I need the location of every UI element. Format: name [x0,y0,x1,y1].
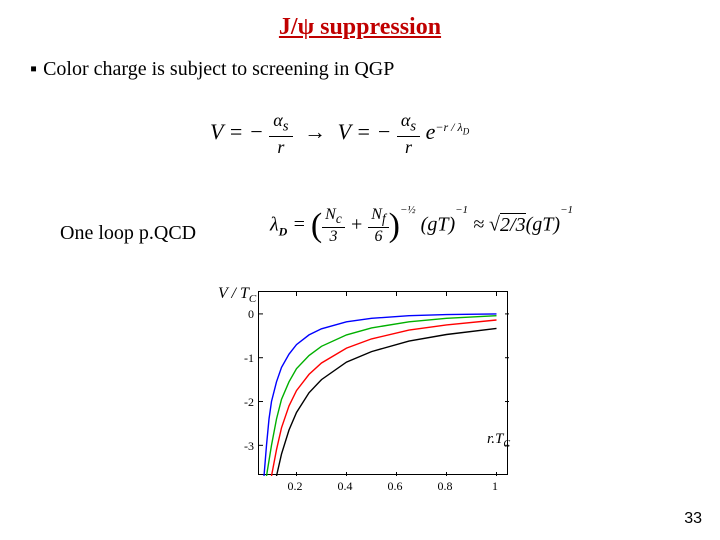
potential-chart: V / TC r.TC 0 -1 -2 -3 0.2 0.4 0.6 0.8 1 [210,285,510,505]
xtick-0: 0.2 [280,479,310,494]
slide-title: J/ψ suppression [0,0,720,41]
bullet-text: ▪ Color charge is subject to screening in… [30,58,394,81]
xtick-2: 0.6 [380,479,410,494]
ytick-1: -1 [234,351,254,366]
bullet-icon: ▪ [30,58,37,80]
screening-equation: V = − αsr → V = − αsr e−r / λD [210,110,469,158]
xtick-4: 1 [480,479,510,494]
xtick-1: 0.4 [330,479,360,494]
xtick-3: 0.8 [430,479,460,494]
ytick-3: -3 [234,439,254,454]
pqcd-label: One loop p.QCD [60,222,196,245]
ytick-0: 0 [234,307,254,322]
chart-ylabel: V / TC [218,285,256,305]
plot-box [258,291,508,475]
lambda-equation: λD = (Nc3 + Nf6)−½ (gT)−1 ≈ √2/3(gT)−1 [270,206,573,246]
ytick-2: -2 [234,395,254,410]
page-number: 33 [684,510,702,528]
bullet-content: Color charge is subject to screening in … [43,58,394,80]
